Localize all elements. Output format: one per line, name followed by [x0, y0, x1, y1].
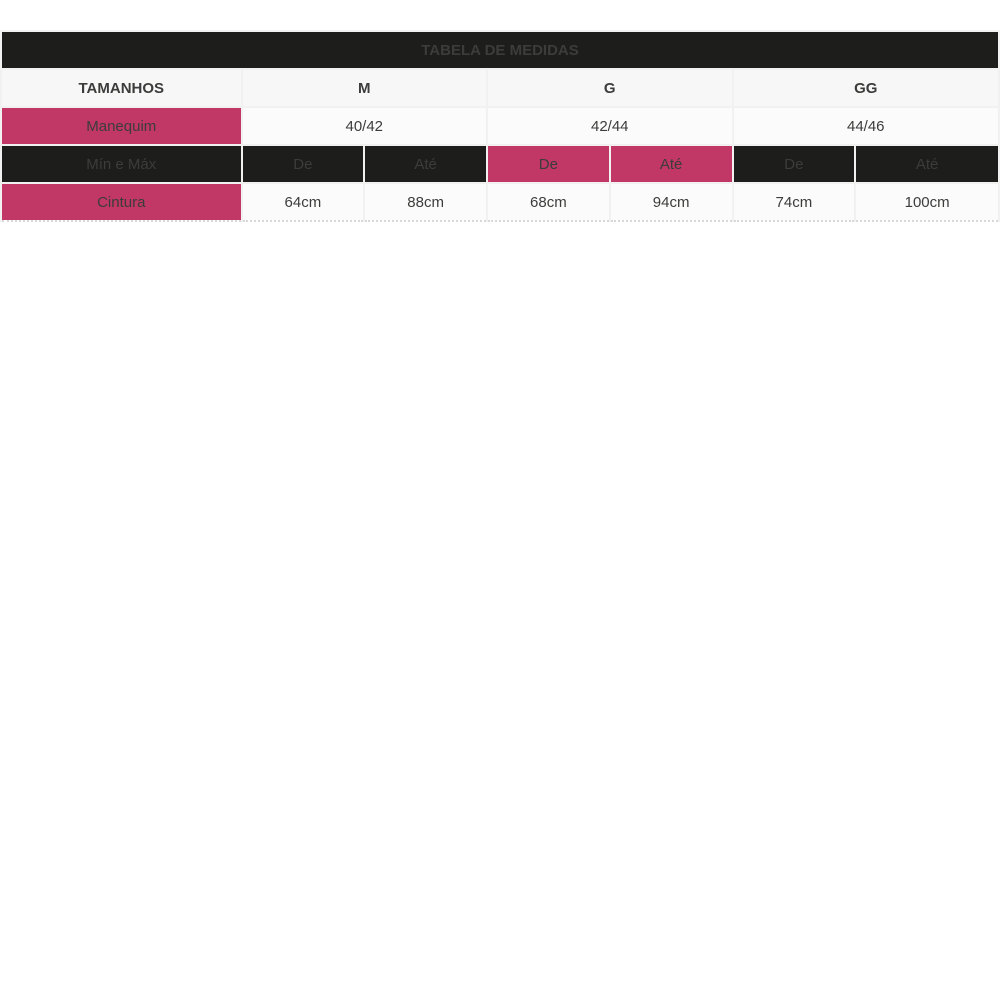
min-max-row: Mín e Máx De Até De Até De Até [0, 144, 1000, 184]
min-max-gg-de: De [731, 144, 857, 184]
manequim-m-value: 40/42 [240, 106, 489, 146]
chart-title: TABELA DE MEDIDAS [0, 30, 1000, 70]
size-chart-table: TABELA DE MEDIDAS TAMANHOS M G GG Manequ… [0, 30, 1000, 222]
cintura-g-ate-value: 94cm [608, 182, 734, 222]
min-max-m-ate: Até [363, 144, 489, 184]
min-max-m-de: De [240, 144, 366, 184]
min-max-g-ate: Até [608, 144, 734, 184]
title-row: TABELA DE MEDIDAS [0, 30, 1000, 70]
manequim-label: Manequim [0, 106, 243, 146]
cintura-label: Cintura [0, 182, 243, 222]
cintura-m-ate-value: 88cm [363, 182, 489, 222]
min-max-label: Mín e Máx [0, 144, 243, 184]
cintura-m-de-value: 64cm [240, 182, 366, 222]
min-max-g-de: De [486, 144, 611, 184]
cintura-gg-de-value: 74cm [731, 182, 857, 222]
size-gg-cell: GG [731, 68, 1000, 108]
size-chart-section: TABELA DE MEDIDAS TAMANHOS M G GG Manequ… [0, 0, 1000, 222]
size-m-cell: M [240, 68, 489, 108]
sizes-header-row: TAMANHOS M G GG [0, 68, 1000, 108]
cintura-row: Cintura 64cm 88cm 68cm 94cm 74cm 100cm [0, 182, 1000, 222]
manequim-gg-value: 44/46 [731, 106, 1000, 146]
cintura-gg-ate-value: 100cm [854, 182, 1000, 222]
min-max-gg-ate: Até [854, 144, 1000, 184]
cintura-g-de-value: 68cm [486, 182, 611, 222]
size-g-cell: G [486, 68, 734, 108]
manequim-g-value: 42/44 [486, 106, 734, 146]
manequim-row: Manequim 40/42 42/44 44/46 [0, 106, 1000, 146]
sizes-header-label: TAMANHOS [0, 68, 243, 108]
